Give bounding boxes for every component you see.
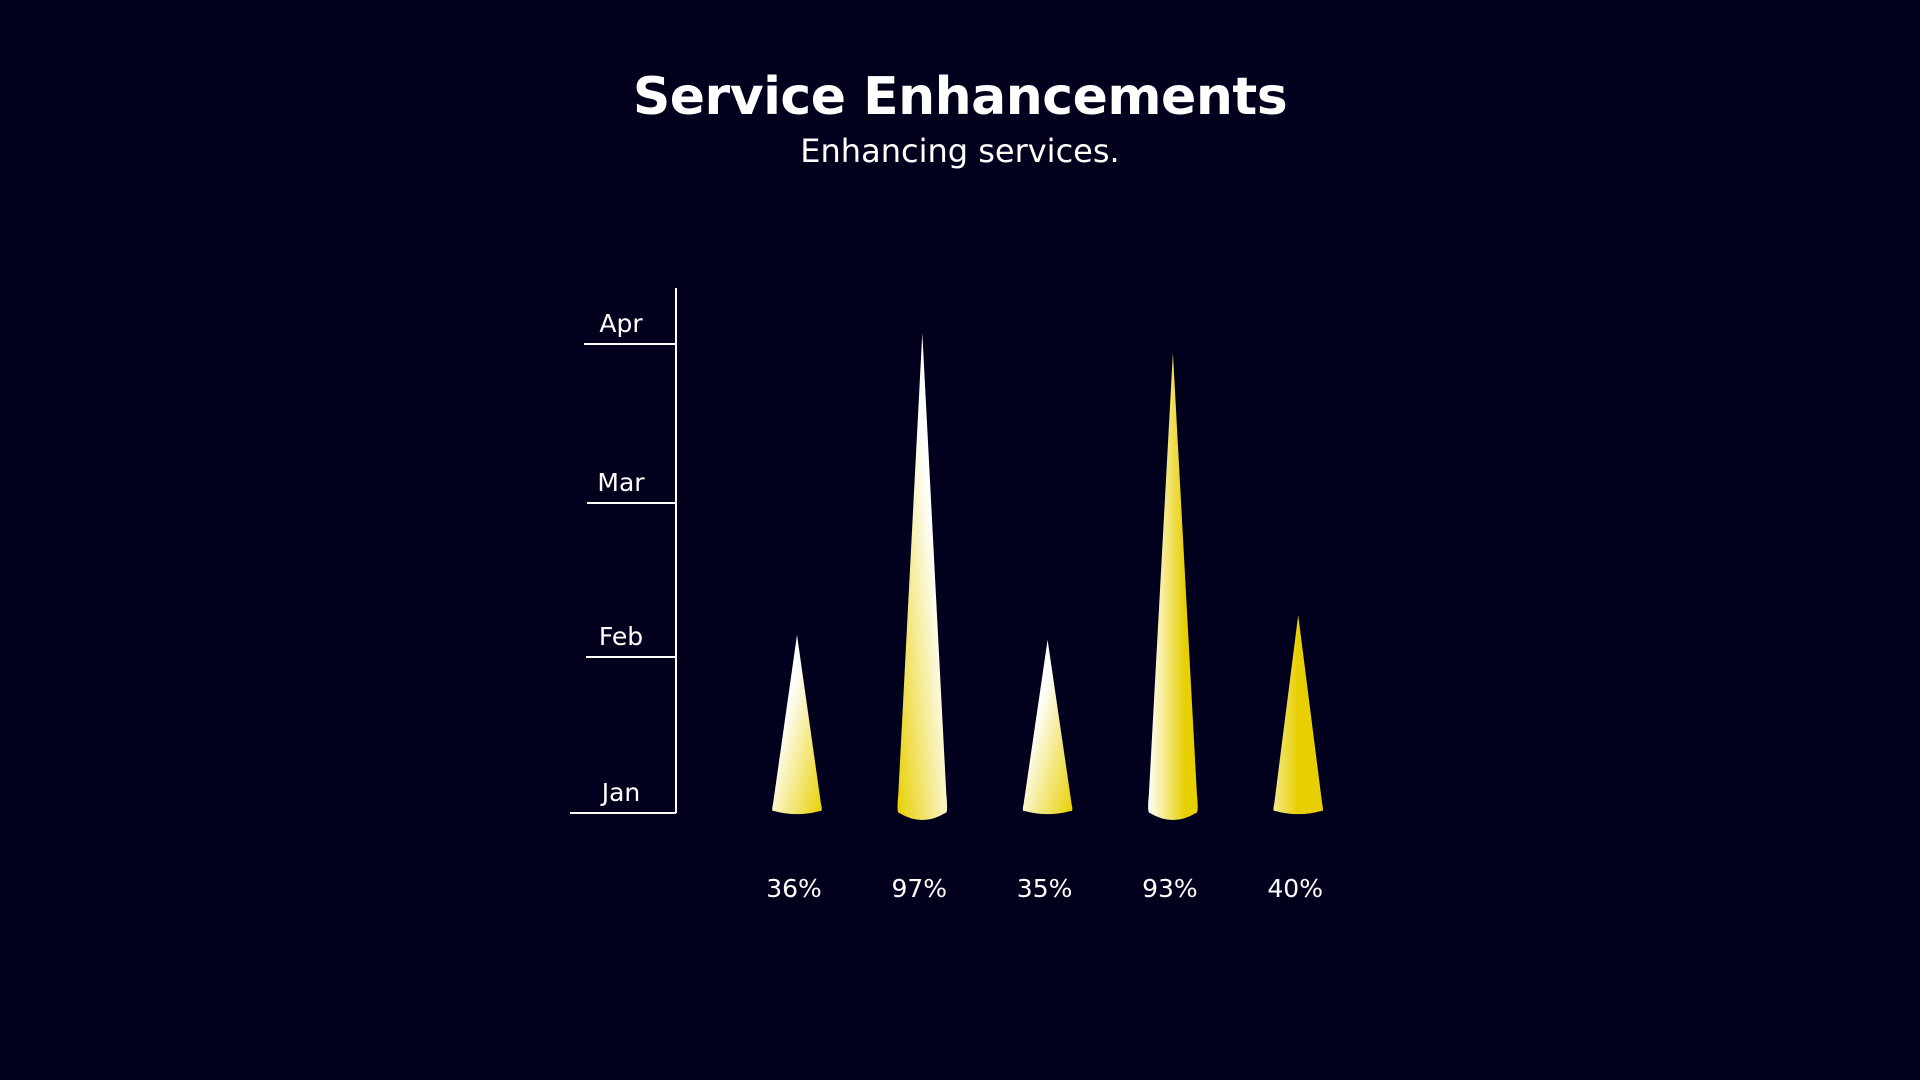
bars <box>772 332 1323 820</box>
y-tick-label-apr: Apr <box>599 309 643 338</box>
value-label-2: 97% <box>892 874 948 903</box>
y-tick-label-mar: Mar <box>597 468 645 497</box>
cone-bar-2 <box>897 332 948 820</box>
cone-bar-4 <box>1148 352 1198 820</box>
y-axis: Jan Feb Mar Apr <box>570 288 677 814</box>
value-labels: 36% 97% 35% 93% 40% <box>766 874 1323 903</box>
cone-bar-5 <box>1273 615 1323 815</box>
value-label-4: 93% <box>1142 874 1198 903</box>
chart-title: Service Enhancements <box>632 67 1288 127</box>
value-label-1: 36% <box>766 874 822 903</box>
y-tick-label-jan: Jan <box>600 778 641 807</box>
y-tick-label-feb: Feb <box>599 622 643 651</box>
chart-subtitle: Enhancing services. <box>800 132 1120 170</box>
value-label-3: 35% <box>1017 874 1073 903</box>
cone-bar-1 <box>772 634 822 815</box>
cone-bar-3 <box>1022 639 1073 815</box>
value-label-5: 40% <box>1267 874 1323 903</box>
